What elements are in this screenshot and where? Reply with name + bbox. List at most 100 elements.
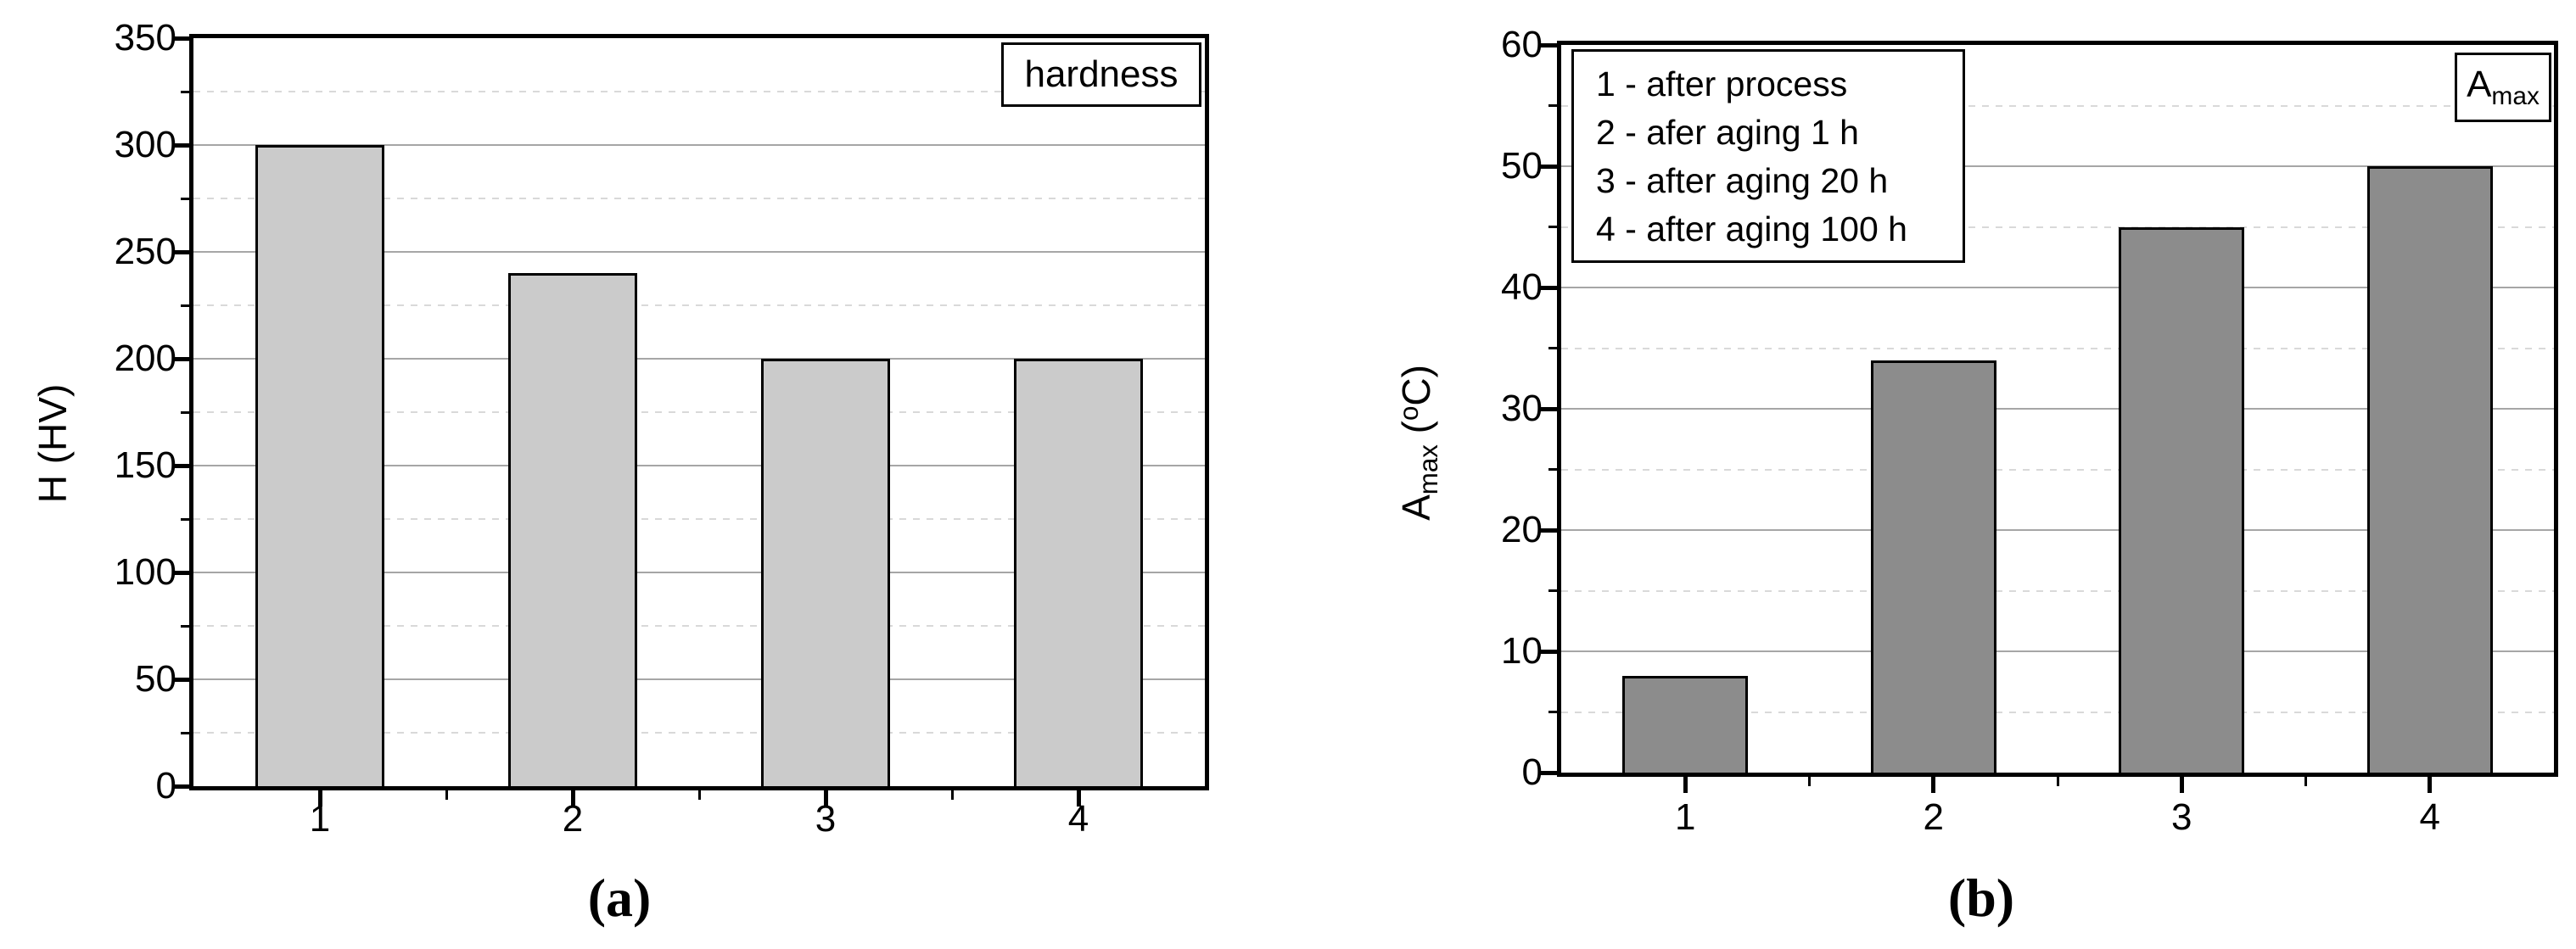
gridline-minor-y35 (1561, 347, 2554, 349)
y-major-tick-200 (173, 356, 189, 361)
y-minor-tick-325 (181, 90, 189, 93)
x-major-tick-2 (570, 790, 575, 807)
gridline-major-y10 (1561, 650, 2554, 652)
x-minor-tick-2 (2056, 777, 2059, 786)
y-tick-label-250: 250 (114, 231, 176, 272)
x-minor-tick-3 (950, 790, 954, 800)
y-tick-label-50: 50 (135, 658, 176, 700)
y-minor-tick-225 (181, 304, 189, 307)
bar-3 (2119, 226, 2245, 773)
y-tick-label-200: 200 (114, 338, 176, 379)
y-major-tick-10 (1541, 649, 1557, 654)
y-tick-label-100: 100 (114, 551, 176, 593)
legend-label-amax: Amax (2467, 64, 2540, 110)
legend-label-hardness: hardness (1024, 53, 1179, 95)
y-major-tick-60 (1541, 42, 1557, 47)
gridline-major-y30 (1561, 408, 2554, 410)
y-minor-tick-15 (1548, 589, 1557, 592)
y-major-tick-250 (173, 249, 189, 254)
y-tick-label-0: 0 (1521, 751, 1543, 793)
x-tick-label-3: 3 (2171, 796, 2192, 838)
y-tick-label-0: 0 (155, 765, 176, 807)
panel-a: H (HV) hardness (a) 0 50 100 150 200 250 300 35… (31, 17, 1209, 928)
gridline-major-y150 (193, 465, 1205, 466)
y-minor-tick-25 (1548, 468, 1557, 471)
gridline-minor-y25 (193, 732, 1205, 734)
x-tick-label-3: 3 (815, 798, 837, 840)
y-major-tick-50 (173, 677, 189, 682)
x-minor-tick-1 (445, 790, 448, 800)
y-major-tick-50 (1541, 164, 1557, 169)
series-key-line-4: 4 - after aging 100 h (1596, 209, 1907, 248)
y-axis-title-text-b: Amax (oC) (1393, 365, 1444, 521)
y-minor-tick-275 (181, 197, 189, 200)
caption-b: (b) (1947, 868, 2015, 928)
legend-box-hardness: hardness (1001, 42, 1201, 107)
y-tick-label-60: 60 (1501, 24, 1543, 65)
gridline-major-y40 (1561, 287, 2554, 288)
series-key-box: 1 - after process 2 - afer aging 1 h 3 - a… (1571, 49, 1965, 263)
legend-box-amax: Amax (2455, 53, 2551, 122)
y-minor-tick-75 (181, 624, 189, 628)
x-minor-tick-2 (697, 790, 701, 800)
x-tick-label-2: 2 (1923, 796, 1944, 838)
y-tick-label-300: 300 (114, 124, 176, 165)
y-minor-tick-175 (181, 410, 189, 414)
gridline-minor-y45 (1561, 226, 2554, 228)
gridline-minor-y325 (193, 91, 1205, 92)
y-tick-label-30: 30 (1501, 388, 1543, 429)
x-minor-tick-3 (2304, 777, 2307, 786)
x-major-tick-3 (2179, 777, 2184, 793)
series-key-line-3: 3 - after aging 20 h (1596, 161, 1889, 200)
y-minor-tick-5 (1548, 711, 1557, 713)
bar-1 (1622, 675, 1749, 773)
y-major-tick-0 (173, 784, 189, 789)
caption-a: (a) (587, 868, 652, 928)
y-minor-tick-35 (1548, 347, 1557, 349)
bar-2 (1870, 360, 1996, 773)
panel-b: Amax (oC) Amax 1 - after process 2 - afer… (1290, 0, 2576, 949)
bar-3 (761, 359, 890, 786)
y-major-tick-150 (173, 463, 189, 468)
x-major-tick-4 (2428, 777, 2433, 793)
x-major-tick-1 (317, 790, 322, 807)
bar-1 (255, 145, 384, 786)
bar-4 (2366, 166, 2493, 773)
x-major-tick-4 (1076, 790, 1081, 807)
gridline-minor-y225 (193, 304, 1205, 306)
y-major-tick-100 (173, 570, 189, 575)
gridline-minor-y275 (193, 198, 1205, 199)
gridline-major-y20 (1561, 529, 2554, 531)
y-minor-tick-55 (1548, 104, 1557, 107)
y-minor-tick-25 (181, 731, 189, 734)
y-tick-label-20: 20 (1501, 509, 1543, 550)
x-major-tick-3 (823, 790, 828, 807)
gridline-minor-y125 (193, 518, 1205, 520)
gridline-major-y300 (193, 144, 1205, 146)
x-tick-label-1: 1 (1675, 796, 1696, 838)
gridline-major-y50 (1561, 165, 2554, 167)
x-major-tick-2 (1931, 777, 1936, 793)
series-key-line-2: 2 - afer aging 1 h (1596, 113, 1859, 152)
gridline-minor-y75 (193, 625, 1205, 627)
gridline-major-y100 (193, 572, 1205, 573)
bar-2 (508, 273, 637, 786)
y-tick-label-50: 50 (1501, 145, 1543, 187)
y-major-tick-0 (1541, 770, 1557, 775)
x-tick-label-4: 4 (2419, 796, 2440, 838)
x-minor-tick-1 (1808, 777, 1811, 786)
y-minor-tick-45 (1548, 226, 1557, 228)
y-major-tick-40 (1541, 285, 1557, 290)
y-major-tick-30 (1541, 406, 1557, 411)
gridline-minor-y175 (193, 411, 1205, 413)
y-tick-label-10: 10 (1501, 630, 1543, 672)
gridline-major-y200 (193, 358, 1205, 360)
y-tick-label-350: 350 (114, 17, 176, 59)
gridline-major-y50 (193, 678, 1205, 680)
y-major-tick-350 (173, 36, 189, 41)
x-tick-label-1: 1 (309, 798, 331, 840)
y-tick-label-150: 150 (114, 444, 176, 486)
y-tick-label-40: 40 (1501, 266, 1543, 308)
gridline-minor-y55 (1561, 104, 2554, 107)
gridline-minor-y25 (1561, 468, 2554, 471)
